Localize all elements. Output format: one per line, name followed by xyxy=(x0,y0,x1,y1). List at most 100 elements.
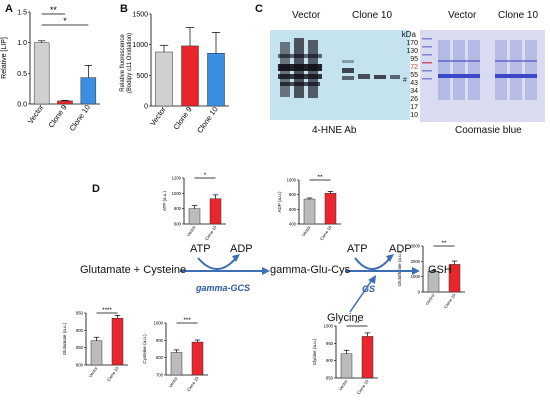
y-tick-label: 800 xyxy=(289,192,297,197)
gamma-glu-cys-label: gamma-Glu-Cys xyxy=(270,264,351,276)
y-tick-label: 1200 xyxy=(172,175,182,180)
arrow-atp-adp-1 xyxy=(197,257,237,270)
y-axis-label: Relative fluorescence(Bodipy c11 Oxidati… xyxy=(120,33,133,93)
y-axis-label: Glycine (a.u.) xyxy=(312,338,317,365)
enzyme-gamma-gcs: gamma-GCS xyxy=(196,283,251,293)
y-axis-label: Glutamate (a.u.) xyxy=(62,322,67,355)
y-tick-label: 1.5 xyxy=(17,9,27,16)
x-tick-label: Vector xyxy=(301,224,312,237)
kda-marker: 170 xyxy=(406,40,418,47)
bar xyxy=(188,208,201,225)
panel-b-label: B xyxy=(120,3,128,15)
kda-marker: 26 xyxy=(410,96,418,103)
kda-marker: 43 xyxy=(410,80,418,87)
wb-right-group-vector: Vector xyxy=(448,10,477,21)
y-axis-label: Cysteine (a.u.) xyxy=(142,334,147,364)
x-tick-label: Vector xyxy=(168,375,179,388)
y-tick-label: 400 xyxy=(289,221,297,226)
significance-label: ** xyxy=(442,240,447,247)
kda-marker: 34 xyxy=(410,88,418,95)
kda-marker: 95 xyxy=(410,56,418,63)
enzyme-gs: GS xyxy=(362,284,376,294)
y-tick-label: 2000 xyxy=(411,259,421,264)
significance-label: * xyxy=(204,172,207,179)
clone10-lane-bands xyxy=(342,60,400,80)
adp-label-1: ADP xyxy=(230,243,253,255)
wb-right-caption: Coomasie blue xyxy=(455,125,522,136)
kda-marker: 55 xyxy=(410,72,418,79)
y-tick-label: 600 xyxy=(174,221,182,226)
y-tick-label: 1000 xyxy=(287,177,297,182)
y-tick-label: 600 xyxy=(289,207,297,212)
y-tick-label: 800 xyxy=(76,362,84,367)
y-tick-label: 900 xyxy=(156,338,164,343)
kda-title: kDa xyxy=(401,30,416,39)
y-tick-label: 0 xyxy=(418,289,421,294)
y-tick-label: 1500 xyxy=(132,11,148,18)
arrow-glycine xyxy=(349,279,373,313)
y-tick-label: 900 xyxy=(326,358,334,363)
bar xyxy=(90,340,103,366)
significance-label: ** xyxy=(50,5,58,15)
x-tick-label: control xyxy=(424,293,435,306)
kda-marker: 72 xyxy=(410,64,418,71)
y-tick-label: 1.0 xyxy=(17,40,27,47)
significance-label: ** xyxy=(355,320,360,327)
wb-left-group-vector: Vector xyxy=(292,10,321,21)
glutamate-cysteine-label: Glutamate + Cysteine xyxy=(80,264,187,276)
y-axis-label: ADP (a.u.) xyxy=(277,191,282,212)
panel-c-label: C xyxy=(255,3,263,15)
y-tick-label: 3000 xyxy=(411,243,421,248)
atp-label-2: ATP xyxy=(347,243,368,255)
y-axis-label: Relative [LIP] xyxy=(1,37,8,79)
gsh-label: GSH xyxy=(428,264,452,276)
y-tick-label: 0.0 xyxy=(17,101,27,108)
y-tick-label: 500 xyxy=(136,73,148,80)
kda-marker: 130 xyxy=(406,48,418,55)
panel-a-label: A xyxy=(5,3,13,15)
y-tick-label: 1000 xyxy=(154,320,164,325)
y-tick-label: 1000 xyxy=(411,274,421,279)
y-tick-label: 850 xyxy=(326,375,334,380)
y-tick-label: 850 xyxy=(76,345,84,350)
y-tick-label: 900 xyxy=(76,328,84,333)
significance-label: **** xyxy=(102,307,112,314)
kda-marker: 17 xyxy=(410,104,418,111)
y-tick-label: 700 xyxy=(156,372,164,377)
y-tick-label: 950 xyxy=(76,310,84,315)
y-tick-label: 950 xyxy=(326,341,334,346)
y-axis-label: ATP (a.u.) xyxy=(162,190,167,211)
significance-label: * xyxy=(63,16,67,26)
adp-label-2: ADP xyxy=(389,243,412,255)
y-axis-label: Glutathione (a.u.) xyxy=(397,251,402,286)
coomassie-lanes xyxy=(438,40,537,100)
y-tick-label: 1000 xyxy=(324,323,334,328)
bar xyxy=(111,317,124,366)
significance-label: ** xyxy=(318,174,323,181)
lane-mark: # xyxy=(403,77,407,84)
coomassie-gel xyxy=(420,30,545,122)
y-tick-label: 0.5 xyxy=(17,71,27,78)
y-tick-label: 800 xyxy=(156,355,164,360)
bar xyxy=(340,353,353,379)
panel-d-label: D xyxy=(92,183,100,195)
y-tick-label: 0 xyxy=(144,103,148,110)
arrow-atp-adp-2 xyxy=(354,257,391,270)
wb-left-group-clone10: Clone 10 xyxy=(352,10,393,21)
hne-western-blot: # xyxy=(270,30,410,120)
bar xyxy=(170,352,183,376)
wb-left-caption: 4-HNE Ab xyxy=(312,125,357,136)
chart-bodipy-oxidation: 0 500 1000 1500 Relative fluorescence(Bodipy… xyxy=(120,11,229,135)
y-tick-label: 1000 xyxy=(132,42,148,49)
vector-lane-smears xyxy=(278,38,322,98)
ladder-bands xyxy=(422,38,432,80)
glycine-label: Glycine xyxy=(327,312,364,324)
x-tick-label: Vector xyxy=(338,378,349,391)
x-tick-label: Vector xyxy=(88,365,99,378)
